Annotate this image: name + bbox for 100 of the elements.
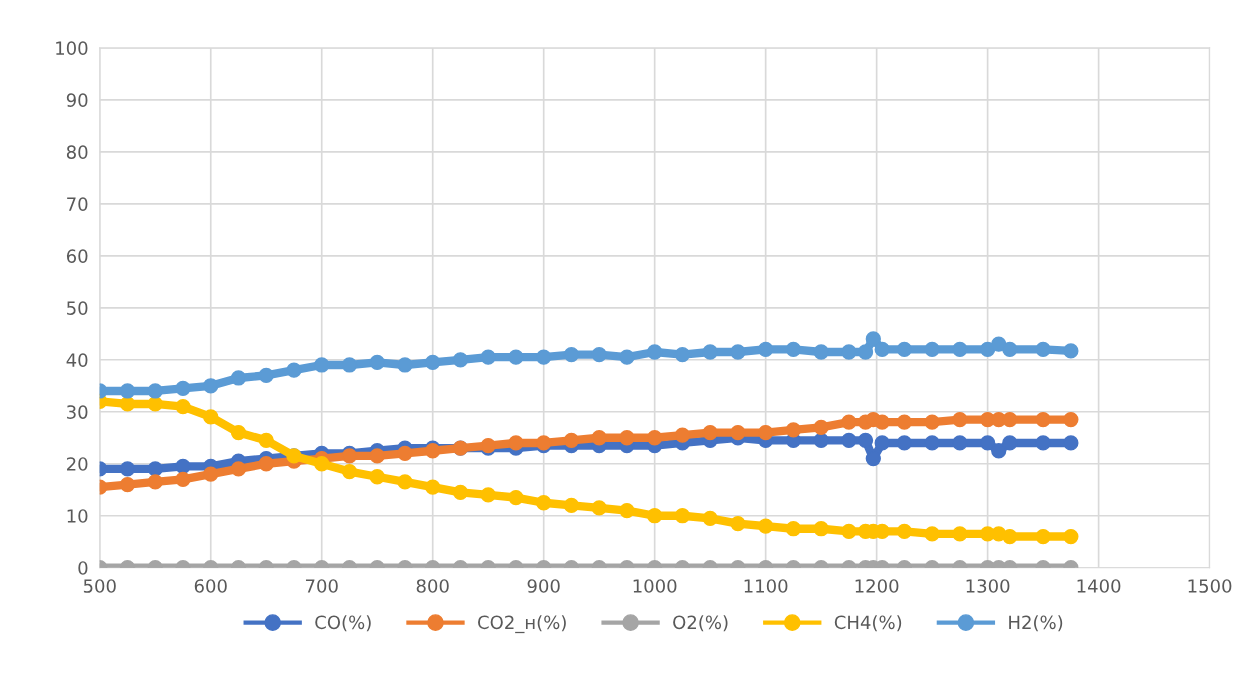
point — [647, 344, 663, 360]
point — [258, 367, 274, 384]
x-tick-label: 1000 — [633, 579, 677, 593]
point — [591, 430, 607, 446]
point — [785, 422, 802, 438]
point — [952, 411, 968, 428]
point — [591, 500, 607, 516]
point — [314, 456, 330, 472]
point — [314, 357, 330, 373]
point — [369, 354, 385, 371]
legend-label: CH4(%) — [834, 615, 902, 632]
point — [674, 508, 691, 524]
point — [591, 346, 607, 363]
point — [857, 432, 874, 448]
x-tick-label: 1200 — [855, 579, 899, 593]
point — [119, 396, 136, 412]
point — [896, 435, 913, 451]
point — [452, 352, 469, 368]
point — [563, 432, 580, 448]
point — [896, 523, 913, 539]
legend-label: H2(%) — [1009, 615, 1063, 632]
y-tick-label: 40 — [66, 353, 88, 367]
y-tick-label: 10 — [67, 509, 88, 523]
point — [758, 518, 774, 534]
point — [480, 349, 496, 365]
y-tick-label: 30 — [67, 405, 88, 419]
y-tick-label: 50 — [67, 301, 88, 315]
point — [730, 424, 746, 441]
point — [991, 443, 1007, 459]
point — [924, 341, 940, 358]
x-tick-label: 600 — [194, 579, 227, 593]
point — [230, 424, 247, 441]
point — [1035, 411, 1051, 428]
point — [924, 526, 940, 542]
point — [619, 349, 635, 365]
point — [175, 458, 191, 474]
point — [1035, 341, 1051, 358]
point — [536, 349, 552, 365]
point — [147, 474, 163, 490]
point — [175, 398, 191, 415]
point — [230, 461, 247, 477]
point — [397, 357, 413, 373]
point — [1002, 341, 1018, 358]
point — [674, 346, 691, 363]
y-tick-label: 90 — [66, 93, 88, 107]
y-tick-label: 60 — [66, 249, 88, 263]
legend-label: O2(%) — [673, 615, 728, 632]
point — [1035, 528, 1051, 545]
point — [1002, 435, 1018, 451]
point — [397, 474, 413, 490]
point — [341, 357, 358, 373]
point — [230, 370, 247, 386]
point — [841, 344, 857, 360]
point — [203, 409, 219, 425]
y-tick-label: 80 — [66, 145, 88, 159]
point — [369, 448, 385, 464]
legend-label: CO(%) — [315, 615, 371, 632]
x-tick-label: 700 — [305, 579, 338, 593]
point — [147, 461, 163, 477]
point — [874, 435, 890, 451]
point — [1035, 435, 1051, 451]
point — [702, 344, 718, 360]
point — [874, 341, 890, 358]
y-tick-label: 20 — [67, 457, 88, 471]
point — [1063, 343, 1079, 359]
legend-label: CO2_н(%) — [478, 615, 566, 634]
point — [857, 344, 874, 360]
point — [119, 383, 136, 399]
point — [758, 424, 774, 441]
point — [1063, 411, 1079, 428]
point — [674, 427, 691, 443]
point — [730, 344, 746, 360]
point — [841, 432, 857, 448]
point — [508, 435, 524, 451]
point — [258, 432, 274, 448]
point — [508, 349, 524, 365]
point — [175, 471, 191, 487]
point — [813, 432, 829, 448]
x-tick-label: 1300 — [966, 579, 1010, 593]
point — [119, 476, 136, 493]
point — [979, 435, 996, 451]
x-tick-label: 1100 — [744, 579, 788, 593]
point — [119, 461, 136, 477]
point — [147, 396, 163, 412]
point — [175, 380, 191, 397]
point — [813, 419, 829, 436]
x-tick-label: 1500 — [1188, 579, 1232, 593]
point — [425, 479, 441, 495]
point — [563, 497, 580, 513]
x-tick-label: 800 — [416, 579, 449, 593]
point — [1063, 528, 1079, 545]
point — [619, 502, 635, 519]
point — [203, 378, 219, 394]
point — [813, 521, 829, 537]
point — [1063, 435, 1079, 451]
point — [896, 341, 913, 358]
point — [563, 346, 580, 363]
point — [702, 510, 718, 526]
point — [758, 341, 774, 358]
point — [536, 495, 552, 511]
